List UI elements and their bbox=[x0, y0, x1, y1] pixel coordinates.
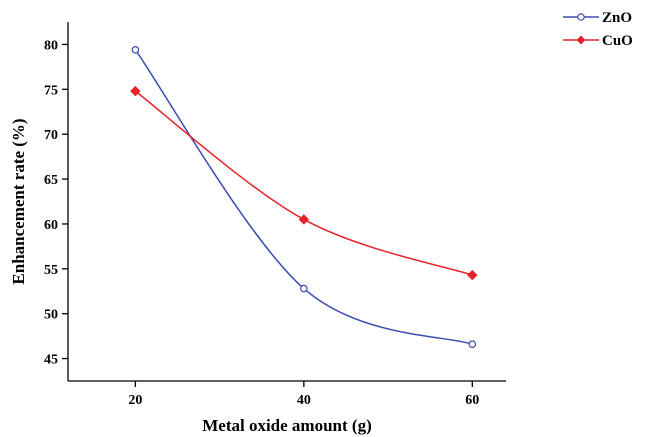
legend-label-cuo: CuO bbox=[602, 33, 633, 49]
x-tick-label: 60 bbox=[465, 393, 479, 408]
data-point-cuo bbox=[298, 214, 310, 225]
legend-marker-cuo bbox=[576, 35, 586, 45]
x-tick-label: 40 bbox=[297, 393, 311, 408]
series-line-zno bbox=[134, 49, 473, 345]
chart-axes bbox=[67, 22, 506, 382]
y-tick-label: 75 bbox=[44, 83, 58, 98]
y-tick-label: 45 bbox=[44, 353, 58, 368]
x-tick-label: 20 bbox=[128, 393, 142, 408]
y-tick-label: 65 bbox=[44, 173, 58, 188]
chart-legend: ZnO CuO bbox=[563, 10, 633, 49]
legend-item-zno: ZnO bbox=[563, 10, 632, 26]
data-point-zno bbox=[300, 284, 308, 293]
y-tick-label: 50 bbox=[44, 308, 58, 323]
chart-series bbox=[130, 46, 478, 349]
y-axis-ticks: 45 50 55 60 65 70 75 80 bbox=[44, 38, 68, 368]
y-tick-label: 55 bbox=[44, 263, 58, 278]
data-point-zno bbox=[131, 46, 140, 54]
y-tick-label: 80 bbox=[44, 38, 58, 53]
x-axis-title: Metal oxide amount (g) bbox=[202, 416, 372, 435]
x-axis-ticks: 20 40 60 bbox=[128, 381, 479, 408]
legend-item-cuo: CuO bbox=[563, 33, 633, 49]
data-point-cuo bbox=[467, 269, 478, 281]
series-line-cuo bbox=[134, 90, 473, 276]
y-axis-title: Enhancement rate (%) bbox=[9, 118, 28, 284]
data-point-zno bbox=[468, 340, 477, 349]
y-tick-label: 70 bbox=[44, 128, 58, 143]
data-point-cuo bbox=[130, 85, 141, 97]
y-tick-label: 60 bbox=[44, 218, 58, 233]
legend-label-zno: ZnO bbox=[602, 10, 632, 26]
legend-marker-zno bbox=[577, 13, 585, 21]
